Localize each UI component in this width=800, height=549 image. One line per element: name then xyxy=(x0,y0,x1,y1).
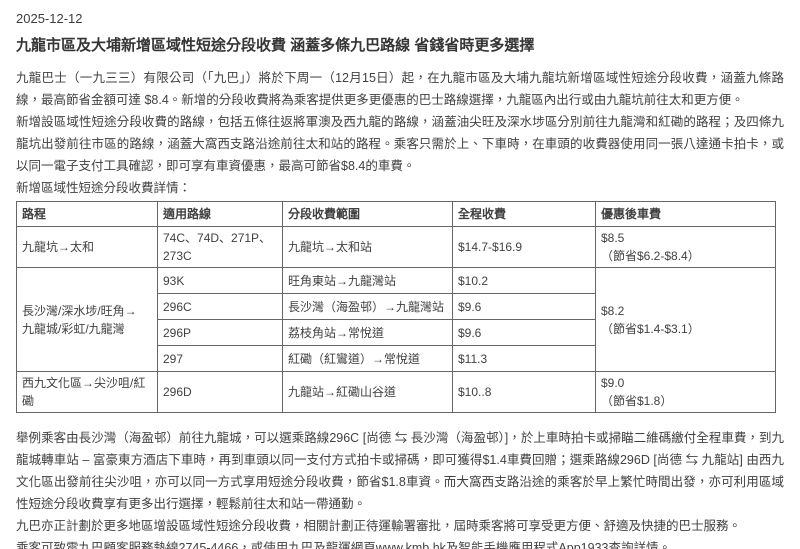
cell-section: 長沙灣（海盈邨）→九龍灣站 xyxy=(282,293,453,320)
cell-lines: 296D xyxy=(157,371,283,413)
paragraph-example: 舉例乘客由長沙灣（海盈邨）前往九龍城，可以選乘路線296C [尚德 ⇆ 長沙灣（… xyxy=(16,431,784,511)
cell-full-fare: $11.3 xyxy=(452,345,596,372)
discount-amount: $8.2 xyxy=(601,303,625,318)
table-row: 296C 長沙灣（海盈邨）→九龍灣站 $9.6 xyxy=(17,293,776,320)
cell-discount-merged: $8.2 （節省$1.4-$3.1） xyxy=(595,267,776,372)
cell-route-merged: 長沙灣/深水埗/旺角→ 九龍城/彩虹/九龍灣 xyxy=(16,267,158,372)
route-line-1: 長沙灣/深水埗/旺角→ xyxy=(22,303,137,318)
discount-saving: （節省$6.2-$8.4） xyxy=(601,249,700,263)
cell-section: 九龍站→紅磡山谷道 xyxy=(282,371,453,413)
table-row: 296P 荔枝角站→常悅道 $9.6 xyxy=(17,319,776,346)
cell-full-fare: $10.2 xyxy=(452,267,596,294)
cell-full-fare: $14.7-$16.9 xyxy=(452,226,596,268)
column-header-route: 路程 xyxy=(16,201,158,227)
discount-amount: $8.5 xyxy=(601,231,625,245)
cell-full-fare: $10..8 xyxy=(452,371,596,413)
cell-lines: 296P xyxy=(157,319,283,346)
cell-section: 九龍坑→太和站 xyxy=(282,226,453,268)
release-date: 2025-12-12 xyxy=(16,11,83,26)
column-header-section-range: 分段收費範圍 xyxy=(282,201,453,227)
cell-lines: 297 xyxy=(157,345,283,372)
cell-full-fare: $9.6 xyxy=(452,293,596,320)
page-title: 九龍市區及大埔新增區域性短途分段收費 涵蓋多條九巴路線 省錢省時更多選擇 xyxy=(16,37,535,54)
table-row: 297 紅磡（紅鸞道）→常悅道 $11.3 xyxy=(17,345,776,372)
discount-amount: $9.0 xyxy=(601,376,625,390)
cell-section: 荔枝角站→常悅道 xyxy=(282,319,453,346)
table-row: 長沙灣/深水埗/旺角→ 九龍城/彩虹/九龍灣 93K 旺角東站→九龍灣站 $10… xyxy=(16,267,776,372)
table-header-row: 路程 適用路線 分段收費範圍 全程收費 優惠後車費 xyxy=(16,201,776,227)
cell-section: 旺角東站→九龍灣站 xyxy=(282,267,453,294)
discount-saving: （節省$1.8） xyxy=(601,394,673,408)
cell-discount: $9.0 （節省$1.8） xyxy=(595,371,776,413)
column-header-lines: 適用路線 xyxy=(157,201,283,227)
paragraph-table-caption: 新增區域性短途分段收費詳情： xyxy=(16,181,192,195)
paragraph-future-plan: 九巴亦正計劃於更多地區增設區域性短途分段收費，相關計劃正待運輸署審批，屆時乘客將… xyxy=(16,519,742,533)
table-row: 西九文化區→尖沙咀/紅磡 296D 九龍站→紅磡山谷道 $10..8 $9.0 … xyxy=(16,371,776,413)
fares-table: 路程 適用路線 分段收費範圍 全程收費 優惠後車費 九龍坑→太和 74C、74D… xyxy=(16,201,776,413)
cell-full-fare: $9.6 xyxy=(452,319,596,346)
paragraph-routes-overview: 新增設區域性短途分段收費的路線，包括五條往返將軍澳及西九龍的路線，涵蓋油尖旺及深… xyxy=(16,115,784,173)
cell-section: 紅磡（紅鸞道）→常悅道 xyxy=(282,345,453,372)
table-row: 九龍坑→太和 74C、74D、271P、273C 九龍坑→太和站 $14.7-$… xyxy=(16,226,776,268)
cell-discount: $8.5 （節省$6.2-$8.4） xyxy=(595,226,776,268)
paragraph-intro: 九龍巴士（一九三三）有限公司（「九巴」）將於下周一（12月15日）起，在九龍市區… xyxy=(16,71,784,107)
cell-route: 九龍坑→太和 xyxy=(16,226,158,268)
column-header-full-fare: 全程收費 xyxy=(452,201,596,227)
discount-saving: （節省$1.4-$3.1） xyxy=(601,321,700,336)
cell-route: 西九文化區→尖沙咀/紅磡 xyxy=(16,371,158,413)
cell-lines: 74C、74D、271P、273C xyxy=(157,226,283,268)
column-header-discount-fare: 優惠後車費 xyxy=(595,201,776,227)
cell-lines: 93K xyxy=(157,267,283,294)
cell-lines: 296C xyxy=(157,293,283,320)
paragraph-contact: 乘客可致電九巴顧客服務熱線2745-4466，或使用九巴及龍運網頁www.kmb… xyxy=(16,541,671,549)
route-line-2: 九龍城/彩虹/九龍灣 xyxy=(22,321,125,336)
